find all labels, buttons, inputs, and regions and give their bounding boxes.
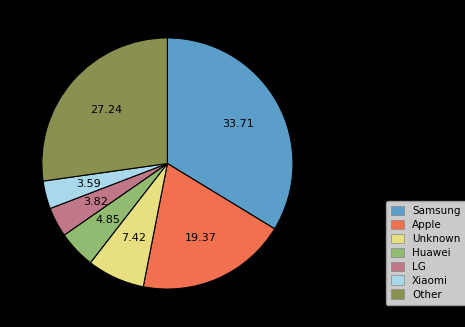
Text: 3.82: 3.82	[83, 197, 108, 207]
Legend: Samsung, Apple, Unknown, Huawei, LG, Xiaomi, Other: Samsung, Apple, Unknown, Huawei, LG, Xia…	[386, 201, 465, 305]
Text: 7.42: 7.42	[121, 233, 146, 243]
Text: 19.37: 19.37	[184, 233, 216, 243]
Wedge shape	[42, 38, 167, 181]
Wedge shape	[50, 164, 167, 235]
Wedge shape	[64, 164, 167, 263]
Wedge shape	[90, 164, 167, 287]
Text: 33.71: 33.71	[223, 118, 254, 129]
Wedge shape	[167, 38, 293, 229]
Wedge shape	[143, 164, 275, 289]
Text: 4.85: 4.85	[96, 215, 120, 225]
Text: 27.24: 27.24	[90, 105, 122, 115]
Text: 3.59: 3.59	[76, 179, 101, 189]
Wedge shape	[43, 164, 167, 209]
